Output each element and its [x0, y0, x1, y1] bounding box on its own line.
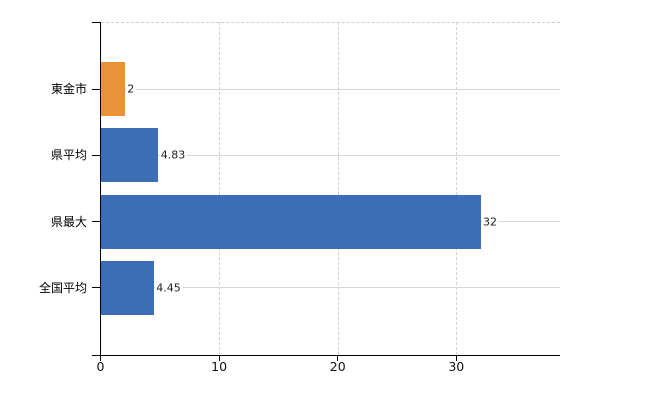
y-axis-line — [100, 22, 101, 361]
category-label: 東金市 — [50, 82, 87, 96]
bar-value-label: 4.83 — [159, 148, 188, 162]
category-label: 全国平均 — [38, 280, 87, 295]
plot-top-border — [100, 22, 560, 23]
x-tick — [455, 355, 457, 361]
bar[interactable] — [101, 194, 481, 249]
v-gridline — [456, 22, 458, 355]
x-tick-label: 0 — [96, 359, 105, 374]
x-tick — [337, 355, 339, 361]
v-gridline — [219, 22, 221, 355]
x-axis-line — [100, 355, 560, 356]
category-label: 県平均 — [50, 148, 87, 163]
row-gridline — [100, 287, 560, 289]
bar[interactable] — [101, 62, 125, 116]
x-tick — [218, 355, 220, 361]
x-tick — [100, 355, 101, 361]
bar-value-label: 4.45 — [155, 281, 183, 295]
x-tick-label: 30 — [448, 359, 465, 374]
y-tick — [92, 221, 100, 223]
bar-value-label: 32 — [482, 215, 500, 229]
x-tick-label: 10 — [211, 359, 228, 374]
bar[interactable] — [101, 260, 154, 315]
y-tick — [92, 88, 100, 90]
x-tick-label: 20 — [329, 359, 346, 374]
bar-value-label: 2 — [126, 82, 137, 96]
row-gridline — [100, 154, 560, 156]
y-tick — [92, 154, 100, 156]
y-tick — [92, 21, 100, 23]
row-gridline — [100, 88, 560, 90]
y-tick — [92, 354, 100, 356]
y-tick — [92, 287, 100, 289]
bar[interactable] — [101, 128, 159, 183]
category-label: 県最大 — [50, 214, 87, 229]
v-gridline — [337, 22, 339, 355]
